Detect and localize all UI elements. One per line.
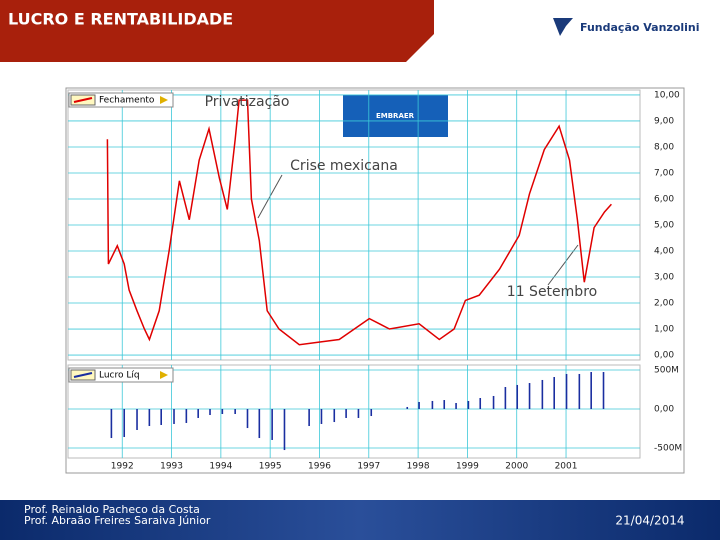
bar [541,379,544,410]
y-tick-label: 5,00 [654,221,674,231]
bar [443,400,446,410]
charts: 0,00 1,00 2,00 3,00 4,00 5,00 6,00 7,00 8,00 9,00… [68,90,682,472]
annotation: 11 Setembro [507,284,597,300]
embraer-logo [343,95,448,137]
bar [110,409,113,439]
y-tick-label: 8,00 [654,142,674,152]
x-tick-label: 1996 [308,462,331,472]
bar [528,383,531,410]
y-tick-label: 9,00 [654,116,674,126]
bar [246,409,249,429]
brand-icon [553,18,573,36]
legend-label: Fechamento [99,96,155,106]
x-tick-label: 1993 [160,462,183,472]
header-title: LUCRO E RENTABILIDADE [8,10,233,29]
bar [209,409,211,416]
author: Prof. Reinaldo Pacheco da Costa [24,503,200,516]
x-tick-label: 1992 [111,462,134,472]
x-tick-label: 2000 [505,462,528,472]
y-tick-label: 3,00 [654,273,674,283]
bar [431,400,434,410]
y-tick-label: -500M [654,444,682,454]
plot-area [67,364,641,459]
bar [565,373,568,410]
chart-frame [65,87,685,474]
bar [136,409,138,430]
bar [160,409,162,425]
x-tick-label: 1998 [407,462,430,472]
author: Prof. Abraão Freires Saraiva Júnior [24,514,211,527]
annotation: Privatização [205,94,290,110]
legend-arrow [160,96,168,104]
bar [578,373,581,410]
legend-key [73,372,93,378]
x-tick-label: 1999 [456,462,479,472]
bar [123,409,126,438]
y-tick-label: 1,00 [654,325,674,335]
bar [467,400,470,410]
y-tick-label: 6,00 [654,194,674,204]
bar [197,409,199,418]
bar [504,387,507,410]
bar [418,401,420,410]
x-tick-label: 1994 [209,462,232,472]
legend-arrow [160,371,168,379]
bar [185,409,188,423]
bar [283,409,286,451]
price-line [106,99,612,346]
bar [308,409,310,427]
bar [173,409,175,424]
bar [479,398,482,410]
bar [221,409,224,414]
brand: Fundação Vanzolini [580,21,700,34]
annotation-leader [547,244,579,286]
legend-key [73,97,93,103]
bar [602,372,605,410]
x-tick-label: 1997 [357,462,380,472]
y-tick-label: 500M [654,365,679,375]
y-tick-label: 2,00 [654,299,674,309]
bar [492,395,495,410]
bar [406,406,409,410]
y-tick-label: 4,00 [654,247,674,257]
date: 21/04/2014 [615,514,684,528]
header-band [0,0,434,62]
bar [516,384,519,410]
logo-text: EMBRAER [376,112,415,120]
y-tick-label: 0,00 [654,351,674,361]
bar [148,409,151,427]
footer-band [0,500,720,540]
bar [258,409,261,439]
bar [345,409,347,418]
bar [455,402,457,410]
bar [320,409,323,424]
x-tick-label: 1995 [259,462,282,472]
y-tick-label: 7,00 [654,168,674,178]
y-tick-label: 0,00 [654,405,674,415]
bar [271,409,273,440]
bar [370,409,373,417]
legend-label: Lucro Líq [99,371,140,381]
y-tick-label: 10,00 [654,90,680,100]
bar [357,409,360,418]
bar [234,409,236,414]
x-tick-label: 2001 [555,462,578,472]
annotation: Crise mexicana [290,158,398,174]
bar [590,372,592,410]
bar [553,377,555,410]
bar [333,409,336,423]
